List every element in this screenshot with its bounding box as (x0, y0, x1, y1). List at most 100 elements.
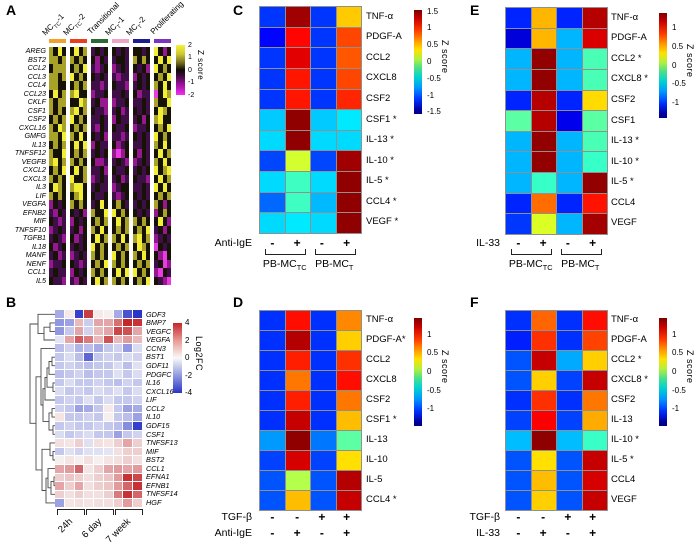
heatmap-cell (123, 447, 133, 456)
heatmap-cell (95, 140, 100, 149)
heatmap-cell (74, 421, 84, 430)
heatmap-cell (260, 110, 285, 130)
heatmap-cell (285, 7, 310, 27)
heatmap-cell (53, 89, 58, 98)
heatmap-cell (61, 268, 66, 277)
heatmap-cell (166, 276, 171, 285)
heatmap-cell (49, 106, 54, 115)
heatmap-cell (103, 225, 108, 234)
heatmap-cell (336, 151, 361, 172)
heatmap-cell (137, 259, 142, 268)
heatmap-cell (103, 490, 113, 499)
row-label: IL-5 (366, 473, 383, 485)
heatmap-cell (154, 157, 159, 166)
heatmap-cell (141, 183, 146, 192)
heatmap-cell (103, 64, 108, 73)
heatmap-cell (124, 268, 129, 277)
heatmap-cell (74, 464, 84, 473)
heatmap-cell (64, 482, 74, 490)
heatmap-cell (116, 98, 121, 107)
heatmap-cell (162, 157, 167, 166)
row-label: CSF2 (366, 394, 391, 406)
gene-label: AREG (25, 46, 46, 56)
heatmap-cell (94, 318, 103, 327)
heatmap-cell (91, 72, 96, 81)
gene-label: CCL4 (27, 80, 46, 90)
gene-label: IL13 (32, 139, 46, 149)
heatmap-cell (285, 48, 310, 68)
heatmap-cell (531, 152, 556, 173)
heatmap-cell (123, 335, 133, 344)
gene-label: CCL3 (27, 71, 46, 81)
heatmap-cell (53, 259, 58, 268)
heatmap-cell (311, 110, 336, 130)
heatmap-cell (94, 456, 103, 464)
heatmap-cell (506, 173, 531, 193)
heatmap-cell (55, 404, 64, 413)
heatmap-cell (53, 55, 58, 64)
heatmap-cell (137, 208, 142, 217)
heatmap-cell (84, 447, 94, 456)
heatmap-cell (311, 331, 336, 350)
heatmap-cell (57, 225, 62, 234)
heatmap-cell (166, 123, 171, 132)
heatmap-cell (91, 98, 96, 107)
condition-sign: - (565, 236, 570, 250)
panel-e-colorbar-tick: 0.5 (672, 41, 684, 51)
heatmap-cell (133, 378, 142, 387)
panel-a-label: A (6, 2, 17, 18)
heatmap-cell (91, 208, 96, 217)
heatmap-cell (74, 174, 79, 183)
group-label: PB-MCTC (508, 258, 553, 273)
heatmap-cell (158, 106, 163, 115)
heatmap-cell (123, 387, 133, 396)
heatmap-cell (120, 149, 125, 158)
heatmap-cell (557, 311, 582, 330)
heatmap-cell (113, 413, 123, 421)
heatmap-cell (74, 140, 79, 149)
heatmap-cell (78, 64, 83, 73)
heatmap-cell (582, 193, 607, 214)
heatmap-cell (137, 140, 142, 149)
heatmap-cell (103, 378, 113, 387)
heatmap-cell (95, 115, 100, 124)
panel-e-colorbar-tick: 0 (672, 60, 677, 70)
heatmap-cell (133, 482, 142, 490)
heatmap-cell (145, 115, 150, 124)
group-bracket (314, 249, 356, 255)
heatmap-cell (103, 157, 108, 166)
heatmap-cell (158, 251, 163, 260)
heatmap-cell (74, 361, 84, 370)
heatmap-cell (57, 259, 62, 268)
heatmap-cell (120, 81, 125, 90)
heatmap-cell (103, 404, 113, 413)
heatmap-cell (166, 140, 171, 149)
heatmap-cell (49, 123, 54, 132)
heatmap-cell (74, 208, 79, 217)
gene-label: TNFSF14 (146, 489, 178, 499)
gene-label: BST2 (28, 54, 46, 64)
heatmap-cell (95, 149, 100, 158)
heatmap-cell (154, 225, 159, 234)
heatmap-cell (141, 106, 146, 115)
heatmap-cell (53, 64, 58, 73)
heatmap-cell (557, 152, 582, 173)
heatmap-cell (70, 89, 75, 98)
heatmap-cell (141, 132, 146, 141)
heatmap-cell (124, 200, 129, 209)
heatmap-cell (103, 123, 108, 132)
heatmap-cell (311, 351, 336, 370)
gene-label: NENF (26, 258, 46, 268)
heatmap-cell (123, 327, 133, 335)
heatmap-cell (133, 396, 142, 404)
heatmap-cell (162, 217, 167, 226)
heatmap-cell (74, 456, 84, 464)
heatmap-cell (64, 456, 74, 464)
heatmap-cell (49, 174, 54, 183)
heatmap-cell (103, 251, 108, 260)
gene-label: GDF11 (146, 360, 169, 370)
heatmap-cell (531, 331, 556, 350)
heatmap-cell (531, 90, 556, 111)
group-label: PB-MCT (315, 258, 354, 273)
heatmap-cell (166, 81, 171, 90)
